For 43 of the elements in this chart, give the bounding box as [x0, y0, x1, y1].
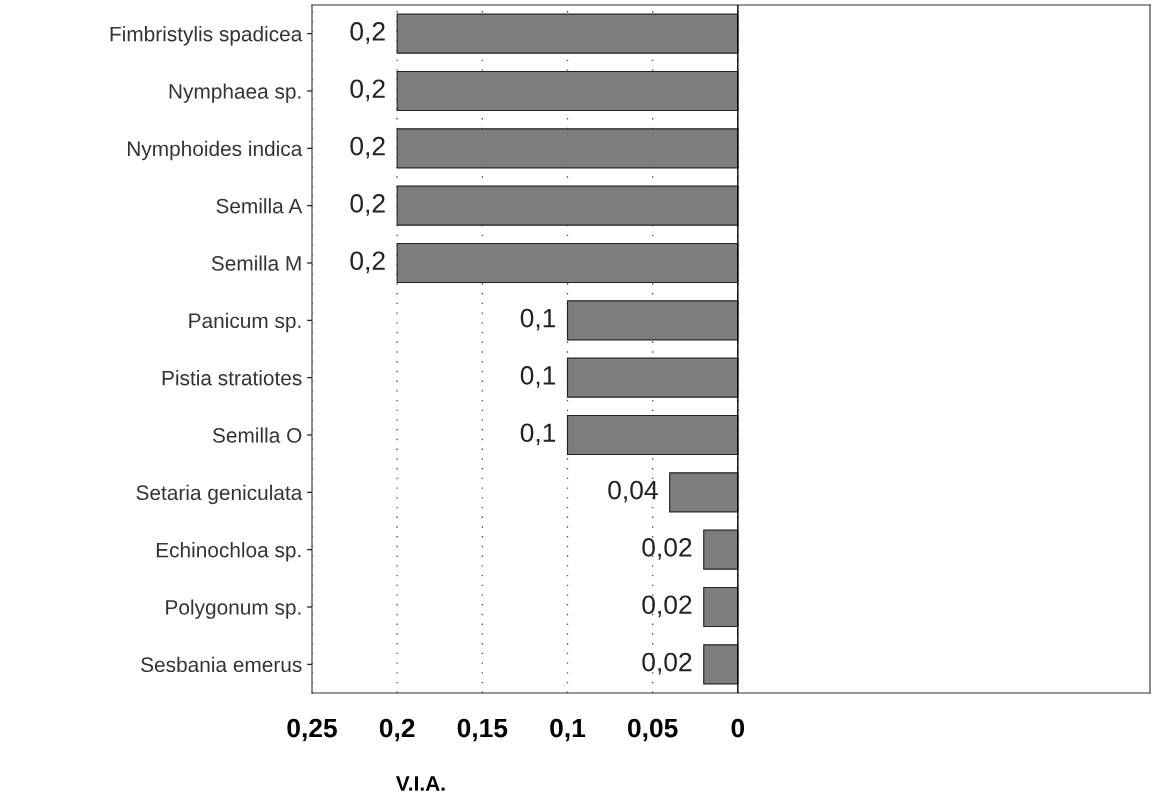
- x-axis-title: V.I.A.: [395, 776, 445, 791]
- bar: [396, 70, 739, 112]
- bar: [566, 414, 739, 456]
- data-label: 0,1: [520, 308, 556, 331]
- data-label: 0,02: [642, 652, 692, 675]
- x-tick-label: 0,15: [457, 718, 508, 742]
- y-tick-label: Semilla A: [216, 198, 303, 214]
- y-tick-label: Setaria geniculata: [136, 484, 303, 505]
- bar: [669, 472, 739, 513]
- data-label: 0,2: [350, 194, 385, 216]
- data-label: 0,2: [350, 22, 385, 44]
- data-label: 0,2: [350, 79, 385, 102]
- data-label: 0,2: [350, 251, 385, 274]
- bar: [396, 185, 739, 226]
- bar: [703, 644, 739, 685]
- y-tick-label: Nymphoides indica: [127, 140, 303, 161]
- data-label: 0,02: [642, 595, 692, 618]
- y-tick-label: Polygonum sp.: [166, 599, 301, 619]
- bar: [396, 13, 739, 54]
- y-tick-label: Nymphaea sp.: [169, 83, 301, 103]
- data-label: 0,1: [520, 366, 556, 388]
- y-tick-label: Echinochloa sp.: [156, 542, 301, 562]
- x-tick-label: 0: [731, 718, 745, 738]
- bar: [396, 242, 739, 284]
- y-tick-label: Semilla M: [211, 255, 301, 271]
- y-tick-label: Semilla O: [212, 427, 302, 443]
- y-tick-label: Pistia stratiotes: [162, 370, 302, 386]
- x-tick-label: 0,1: [550, 718, 586, 742]
- y-tick-label: Sesbania emerus: [141, 656, 302, 673]
- data-label: 0,02: [642, 538, 692, 560]
- data-label: 0,04: [608, 480, 658, 503]
- x-tick-label: 0,25: [287, 718, 337, 742]
- bar: [703, 586, 739, 628]
- bar: [396, 128, 739, 169]
- x-tick-label: 0,2: [379, 718, 415, 742]
- bar: [566, 300, 739, 341]
- y-tick-label: Panicum sp.: [189, 312, 301, 333]
- data-label: 0,1: [520, 423, 556, 446]
- data-label: 0,2: [350, 136, 385, 159]
- x-tick-label: 0,05: [628, 718, 678, 742]
- y-tick-label: Fimbristylis spadicea: [110, 26, 303, 46]
- bar: [566, 357, 739, 398]
- bar: [703, 529, 739, 570]
